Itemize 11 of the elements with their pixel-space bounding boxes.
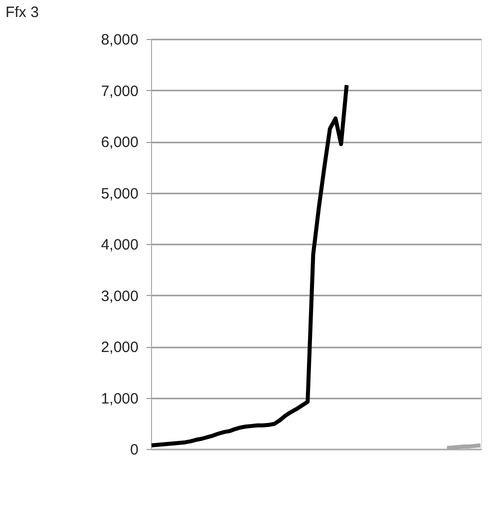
- y-tick-label: 4,000: [100, 236, 138, 254]
- y-tick-label: 7,000: [100, 82, 138, 100]
- y-tick-label: 8,000: [100, 32, 138, 48]
- y-tick-label: 1,000: [100, 390, 138, 408]
- y-tick-label: 3,000: [100, 288, 138, 305]
- text: Ffx 3: [5, 4, 39, 21]
- y-tick-label: 5,000: [100, 185, 138, 202]
- y-tick-label: 2,000: [100, 339, 138, 356]
- y-tick-label: 6,000: [100, 134, 138, 151]
- y-tick-label: 0: [130, 442, 138, 458]
- line-series: [150, 83, 349, 448]
